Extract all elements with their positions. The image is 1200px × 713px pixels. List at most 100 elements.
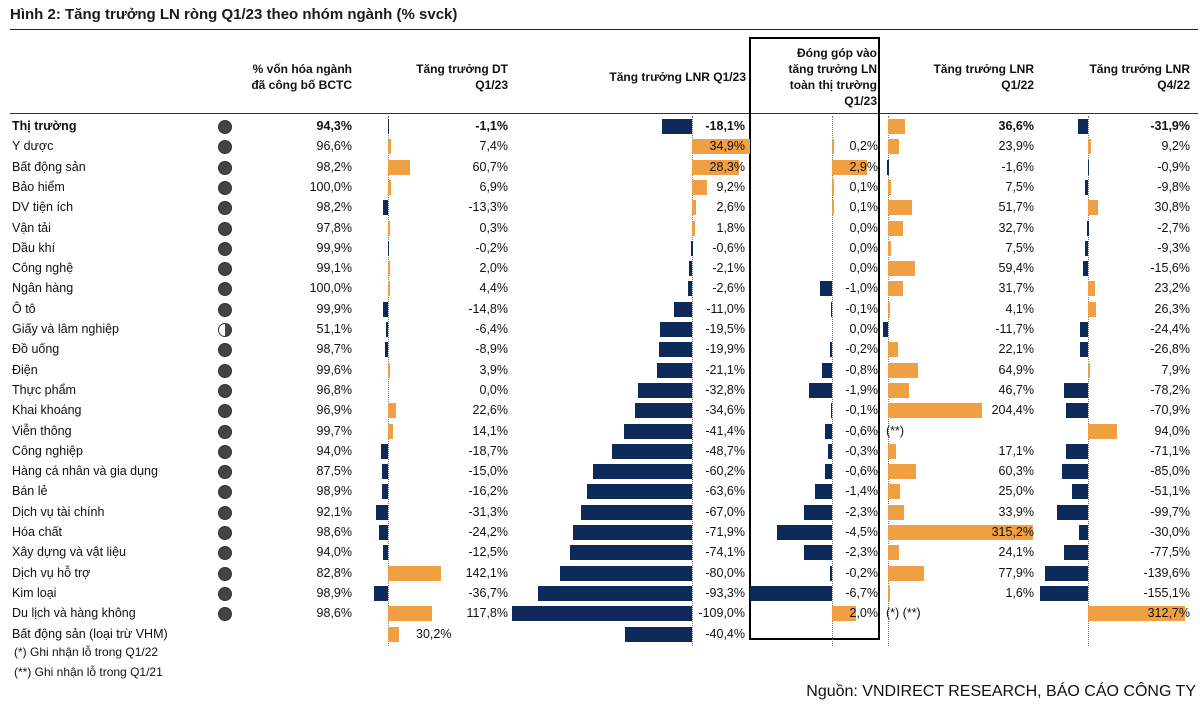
q122-growth-bar <box>888 484 900 500</box>
rev-value: 30,2% <box>416 626 452 641</box>
q422-growth-bar <box>1063 545 1088 561</box>
full-circle-icon <box>218 363 232 378</box>
industry-label: Viễn thông <box>12 423 72 438</box>
q422-growth-bar <box>1088 200 1098 216</box>
contribution-value: 2,0% <box>849 606 879 621</box>
lnr-value: -48,7% <box>705 443 745 458</box>
lnr-growth-bar <box>573 525 692 540</box>
lnr-growth-bar <box>538 585 692 601</box>
contribution-bar <box>824 464 832 480</box>
q422-growth-bar <box>1088 423 1118 439</box>
q122-value: 4,1% <box>1005 301 1035 316</box>
contribution-value: 0,0% <box>849 261 879 276</box>
full-circle-icon <box>218 607 232 622</box>
rev-growth-bar <box>388 565 441 581</box>
lnr-value: -93,3% <box>705 585 745 600</box>
industry-label: Bán lẻ <box>12 484 48 499</box>
q122-growth-bar <box>888 443 896 459</box>
q422-growth-bar <box>1088 301 1097 317</box>
q122-value: 1,6% <box>1005 585 1035 600</box>
full-circle-icon <box>218 505 232 520</box>
q422-growth-bar <box>1083 261 1088 277</box>
lnr-growth-bar <box>692 179 708 195</box>
lnr-value: 9,2% <box>716 179 746 194</box>
rev-growth-bar <box>381 443 388 459</box>
lnr-growth-bar <box>637 382 692 398</box>
lnr-zero-axis <box>692 116 693 646</box>
q422-value: 312,7% <box>1147 606 1190 621</box>
industry-label: Thị trường <box>12 119 77 133</box>
header-q422-line2: Q4/22 <box>1157 78 1190 92</box>
contribution-bar <box>777 525 832 540</box>
q122-zero-axis <box>888 116 889 646</box>
rev-value: 6,9% <box>479 179 509 194</box>
lnr-growth-bar <box>692 159 739 175</box>
contribution-bar <box>819 281 832 297</box>
q122-growth-bar <box>888 342 899 358</box>
footnote-1: (*) Ghi nhận lỗ trong Q1/22 <box>14 645 159 659</box>
contribution-value: -0,1% <box>845 403 878 418</box>
lnr-value: -34,6% <box>705 403 745 418</box>
contribution-value: -1,4% <box>845 484 878 499</box>
contribution-bar <box>829 565 832 581</box>
header-q422-line1: Tăng trưởng LNR <box>1089 62 1190 76</box>
chart-title: Hình 2: Tăng trưởng LN ròng Q1/23 theo n… <box>10 6 458 23</box>
cap-value: 96,6% <box>316 139 352 154</box>
q122-value: 17,1% <box>998 443 1034 458</box>
q122-growth-bar <box>888 585 890 601</box>
rev-value: -13,3% <box>468 200 508 215</box>
industry-label: Xây dựng và vật liệu <box>12 545 126 560</box>
q422-growth-bar <box>1084 179 1088 195</box>
cap-value: 99,7% <box>316 423 352 438</box>
lnr-value: -19,9% <box>705 342 745 357</box>
industry-label: Công nghiệp <box>12 443 83 458</box>
industry-label: Hóa chất <box>12 525 63 539</box>
full-circle-icon <box>218 485 232 500</box>
half-circle-icon <box>218 323 232 337</box>
contribution-bar <box>808 382 832 398</box>
source-note: Nguồn: VNDIRECT RESEARCH, BÁO CÁO CÔNG T… <box>806 683 1196 700</box>
lnr-value: 2,6% <box>716 200 746 215</box>
q422-growth-bar <box>1044 565 1088 581</box>
lnr-value: -21,1% <box>705 362 745 377</box>
lnr-value: -18,1% <box>705 119 745 133</box>
q422-value: -24,4% <box>1150 322 1190 336</box>
rev-growth-bar <box>376 504 388 520</box>
q422-growth-bar <box>1066 403 1088 419</box>
contribution-value: 0,0% <box>849 240 879 255</box>
rev-value: -31,3% <box>468 504 508 519</box>
header-rule <box>10 113 1198 114</box>
q122-value: 25,0% <box>998 484 1034 499</box>
contribution-value: -0,1% <box>845 301 878 316</box>
contribution-value: -0,3% <box>845 443 878 458</box>
rev-growth-bar <box>388 159 411 175</box>
lnr-value: -2,6% <box>712 281 745 296</box>
header-q122: Tăng trưởng LNR Q1/22 <box>900 61 1034 93</box>
q422-value: -31,9% <box>1150 119 1190 133</box>
rev-value: -12,5% <box>468 545 508 560</box>
full-circle-icon <box>218 262 232 277</box>
header-q122-line2: Q1/22 <box>1001 78 1034 92</box>
full-circle-icon <box>218 444 232 459</box>
lnr-growth-bar <box>688 261 692 277</box>
q122-growth-bar <box>888 119 905 134</box>
full-circle-icon <box>218 586 232 601</box>
rev-value: 14,1% <box>472 423 508 438</box>
q422-growth-bar <box>1080 322 1088 337</box>
q122-growth-bar <box>888 281 903 297</box>
contribution-value: 2,9% <box>849 159 879 174</box>
rev-growth-bar <box>388 220 390 236</box>
rev-value: 7,4% <box>479 139 509 154</box>
rev-value: -1,1% <box>475 119 508 133</box>
q122-growth-bar <box>888 403 983 419</box>
industry-label: Dầu khí <box>12 240 56 255</box>
rev-growth-bar <box>388 179 391 195</box>
industry-label: Công nghệ <box>12 261 74 276</box>
industry-label: Kim loại <box>12 585 57 600</box>
lnr-value: -109,0% <box>698 606 745 621</box>
rev-value: -16,2% <box>468 484 508 499</box>
q422-growth-bar <box>1088 139 1091 155</box>
industry-label: DV tiện ích <box>12 200 74 215</box>
lnr-growth-bar <box>569 545 692 561</box>
